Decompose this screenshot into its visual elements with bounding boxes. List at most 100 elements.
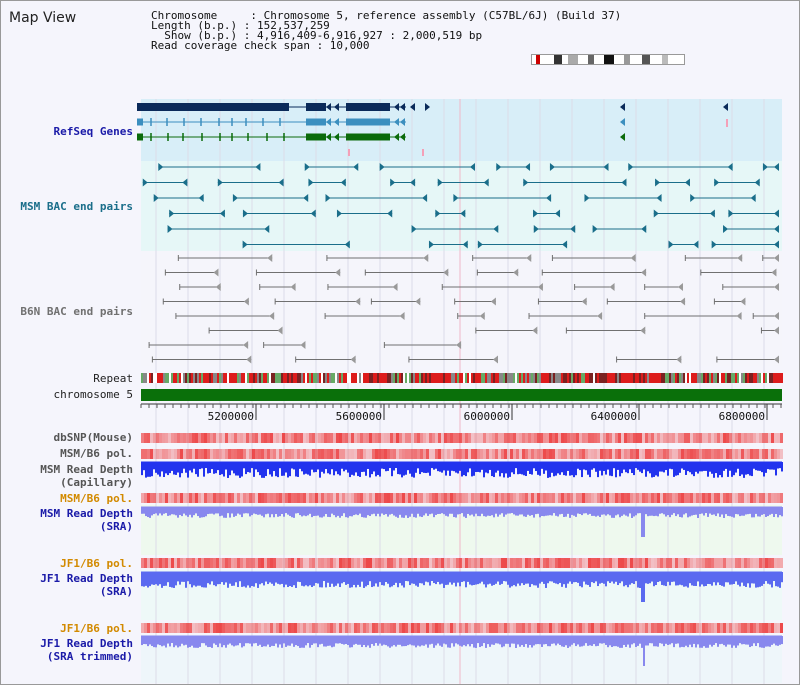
msm-capillary-depth-bar <box>759 462 761 471</box>
jf1-trimmed-depth-bar <box>651 636 653 644</box>
jf1-trimmed-depth-bar <box>419 636 421 647</box>
jf1-sra-depth-bar <box>781 572 783 583</box>
msm-sra-depth-bar <box>463 507 465 517</box>
track-label-jf1-depth-sra[interactable]: JF1 Read Depth <box>40 572 133 585</box>
msm-sra-depth-bar <box>281 507 283 515</box>
msm-capillary-depth-bar <box>575 462 577 476</box>
jf1-trimmed-depth-bar <box>685 636 687 646</box>
jf1-trimmed-depth-bar <box>535 636 537 645</box>
track-label-jf1-depth-trimmed[interactable]: JF1 Read Depth <box>40 637 133 650</box>
jf1-trimmed-depth-bar <box>421 636 423 646</box>
msm-pol-cell-2 <box>489 493 492 503</box>
msm-sra-depth-bar <box>751 507 753 518</box>
msm-pol-cell <box>330 449 333 459</box>
feature-arrow <box>326 103 331 111</box>
dbsnp-cell <box>270 433 273 443</box>
jf1-pol-cell-2 <box>234 623 237 633</box>
msm-sra-depth-bar <box>143 507 145 514</box>
msm-capillary-depth-bar <box>459 462 461 471</box>
repeat-block <box>707 373 709 383</box>
msm-capillary-depth-bar <box>149 462 151 477</box>
repeat-block <box>441 373 443 383</box>
jf1-pol-cell <box>516 558 519 568</box>
msm-capillary-depth-bar <box>651 462 653 478</box>
track-label-msm-depth-sra[interactable]: MSM Read Depth <box>40 507 133 520</box>
msm-pol-cell-2 <box>231 493 234 503</box>
msm-capillary-depth-bar <box>521 462 523 475</box>
msm-sra-depth-bar <box>275 507 277 515</box>
msm-capillary-depth-bar <box>147 462 149 477</box>
jf1-sra-depth-bar <box>507 572 509 585</box>
jf1-trimmed-depth-bar <box>141 636 143 646</box>
jf1-pol-cell <box>588 558 591 568</box>
msm-capillary-depth-bar <box>553 462 555 477</box>
msm-pol-cell-2 <box>369 493 372 503</box>
jf1-trimmed-depth-bar <box>175 636 177 646</box>
msm-sra-depth-bar <box>491 507 493 516</box>
track-label-jf1-b6-pol-2[interactable]: JF1/B6 pol. <box>60 622 133 635</box>
dbsnp-cell <box>339 433 342 443</box>
jf1-pol-cell-2 <box>591 623 594 633</box>
msm-capillary-depth-bar <box>367 462 369 469</box>
dbsnp-cell <box>660 433 663 443</box>
track-label-repeat[interactable]: Repeat <box>93 372 133 385</box>
jf1-sra-depth-bar <box>391 572 393 587</box>
msm-pol-cell <box>762 449 765 459</box>
jf1-trimmed-depth-bar <box>229 636 231 644</box>
dbsnp-cell <box>762 433 765 443</box>
feature-arrow <box>532 326 538 335</box>
track-label-chromosome[interactable]: chromosome 5 <box>53 388 133 401</box>
track-label-refseq-genes[interactable]: RefSeq Genes <box>53 125 133 138</box>
feature-arrow <box>609 283 615 291</box>
msm-pol-cell-2 <box>594 493 597 503</box>
jf1-sra-depth-bar <box>625 572 627 586</box>
chromosome-ideogram[interactable] <box>531 54 685 65</box>
feature-arrow <box>714 178 720 187</box>
jf1-pol-cell-2 <box>555 623 558 633</box>
track-label-dbsnp[interactable]: dbSNP(Mouse) <box>53 431 133 444</box>
track-label-msm-depth-capillary[interactable]: MSM Read Depth <box>40 463 133 476</box>
jf1-sra-depth-bar <box>765 572 767 582</box>
msm-sra-depth-bar <box>263 507 265 518</box>
dbsnp-cell <box>360 433 363 443</box>
jf1-trimmed-depth-bar <box>309 636 311 648</box>
jf1-pol-cell-2 <box>765 623 768 633</box>
track-label-jf1-b6-pol[interactable]: JF1/B6 pol. <box>60 557 133 570</box>
jf1-trimmed-depth-bar <box>677 636 679 644</box>
jf1-sra-depth-bar <box>191 572 193 588</box>
repeat-block <box>781 373 783 383</box>
msm-pol-cell <box>393 449 396 459</box>
jf1-pol-cell <box>513 558 516 568</box>
jf1-pol-cell <box>639 558 642 568</box>
msm-capillary-depth-bar <box>257 462 259 473</box>
dbsnp-cell <box>330 433 333 443</box>
jf1-pol-cell-2 <box>288 623 291 633</box>
track-label-msm-b6-pol[interactable]: MSM/B6 pol. <box>60 447 133 460</box>
msm-capillary-depth-bar <box>503 462 505 478</box>
msm-pol-cell <box>723 449 726 459</box>
track-label-b6n-bac[interactable]: B6N BAC end pairs <box>20 305 133 318</box>
msm-pol-cell <box>771 449 774 459</box>
track-label-msm-bac[interactable]: MSM BAC end pairs <box>20 200 133 213</box>
msm-capillary-depth-bar <box>387 462 389 471</box>
repeat-block <box>667 373 669 383</box>
msm-capillary-depth-bar <box>419 462 421 475</box>
msm-capillary-depth-bar <box>231 462 233 471</box>
jf1-trimmed-depth-bar <box>595 636 597 647</box>
msm-capillary-depth-bar <box>229 462 231 476</box>
track-label-msm-b6-pol-2[interactable]: MSM/B6 pol. <box>60 492 133 505</box>
jf1-sra-depth-bar <box>635 572 637 582</box>
repeat-block <box>695 373 697 383</box>
dbsnp-cell <box>741 433 744 443</box>
jf1-sra-depth-bar <box>197 572 199 586</box>
repeat-block <box>223 373 225 383</box>
jf1-sra-depth-bar <box>501 572 503 584</box>
msm-sra-depth-bar <box>599 507 601 518</box>
msm-pol-cell <box>501 449 504 459</box>
feature-arrow <box>243 297 249 306</box>
repeat-block <box>427 373 429 383</box>
jf1-pol-cell-2 <box>549 623 552 633</box>
jf1-pol-cell <box>462 558 465 568</box>
msm-pol-cell <box>210 449 213 459</box>
